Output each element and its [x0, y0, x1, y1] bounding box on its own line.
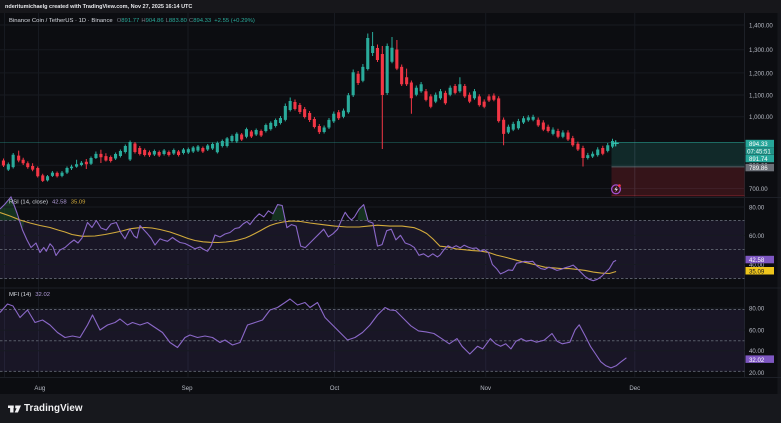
svg-text:20.00: 20.00: [749, 370, 765, 377]
svg-text:07:45:51: 07:45:51: [747, 149, 771, 156]
svg-text:789.86: 789.86: [749, 165, 768, 172]
svg-text:80.00: 80.00: [749, 306, 765, 313]
svg-text:40.00: 40.00: [749, 348, 765, 355]
svg-text:700.00: 700.00: [749, 186, 768, 193]
svg-text:894.33: 894.33: [749, 141, 768, 148]
svg-text:1,100.00: 1,100.00: [749, 92, 773, 99]
svg-text:Nov: Nov: [480, 385, 492, 392]
svg-text:1,200.00: 1,200.00: [749, 70, 773, 77]
svg-text:Oct: Oct: [330, 385, 340, 392]
svg-text:Aug: Aug: [34, 385, 45, 392]
svg-text:Binance Coin / TetherUS · 1D ·: Binance Coin / TetherUS · 1D · Binance O8…: [9, 18, 255, 24]
svg-text:60.00: 60.00: [749, 233, 765, 240]
svg-text:1,000.00: 1,000.00: [749, 114, 773, 121]
svg-text:42.58: 42.58: [749, 257, 765, 264]
svg-text:1,400.00: 1,400.00: [749, 22, 773, 29]
svg-text:891.74: 891.74: [749, 156, 768, 163]
svg-text:Sep: Sep: [182, 385, 193, 392]
svg-text:1,300.00: 1,300.00: [749, 47, 773, 54]
svg-text:60.00: 60.00: [749, 328, 765, 335]
svg-text:40.00: 40.00: [749, 262, 765, 269]
svg-text:Dec: Dec: [629, 385, 640, 392]
svg-text:MFI (14)32.02: MFI (14) 32.02: [9, 292, 50, 298]
svg-text:32.02: 32.02: [749, 357, 765, 364]
svg-text:35.09: 35.09: [749, 268, 765, 275]
svg-text:80.00: 80.00: [749, 204, 765, 211]
